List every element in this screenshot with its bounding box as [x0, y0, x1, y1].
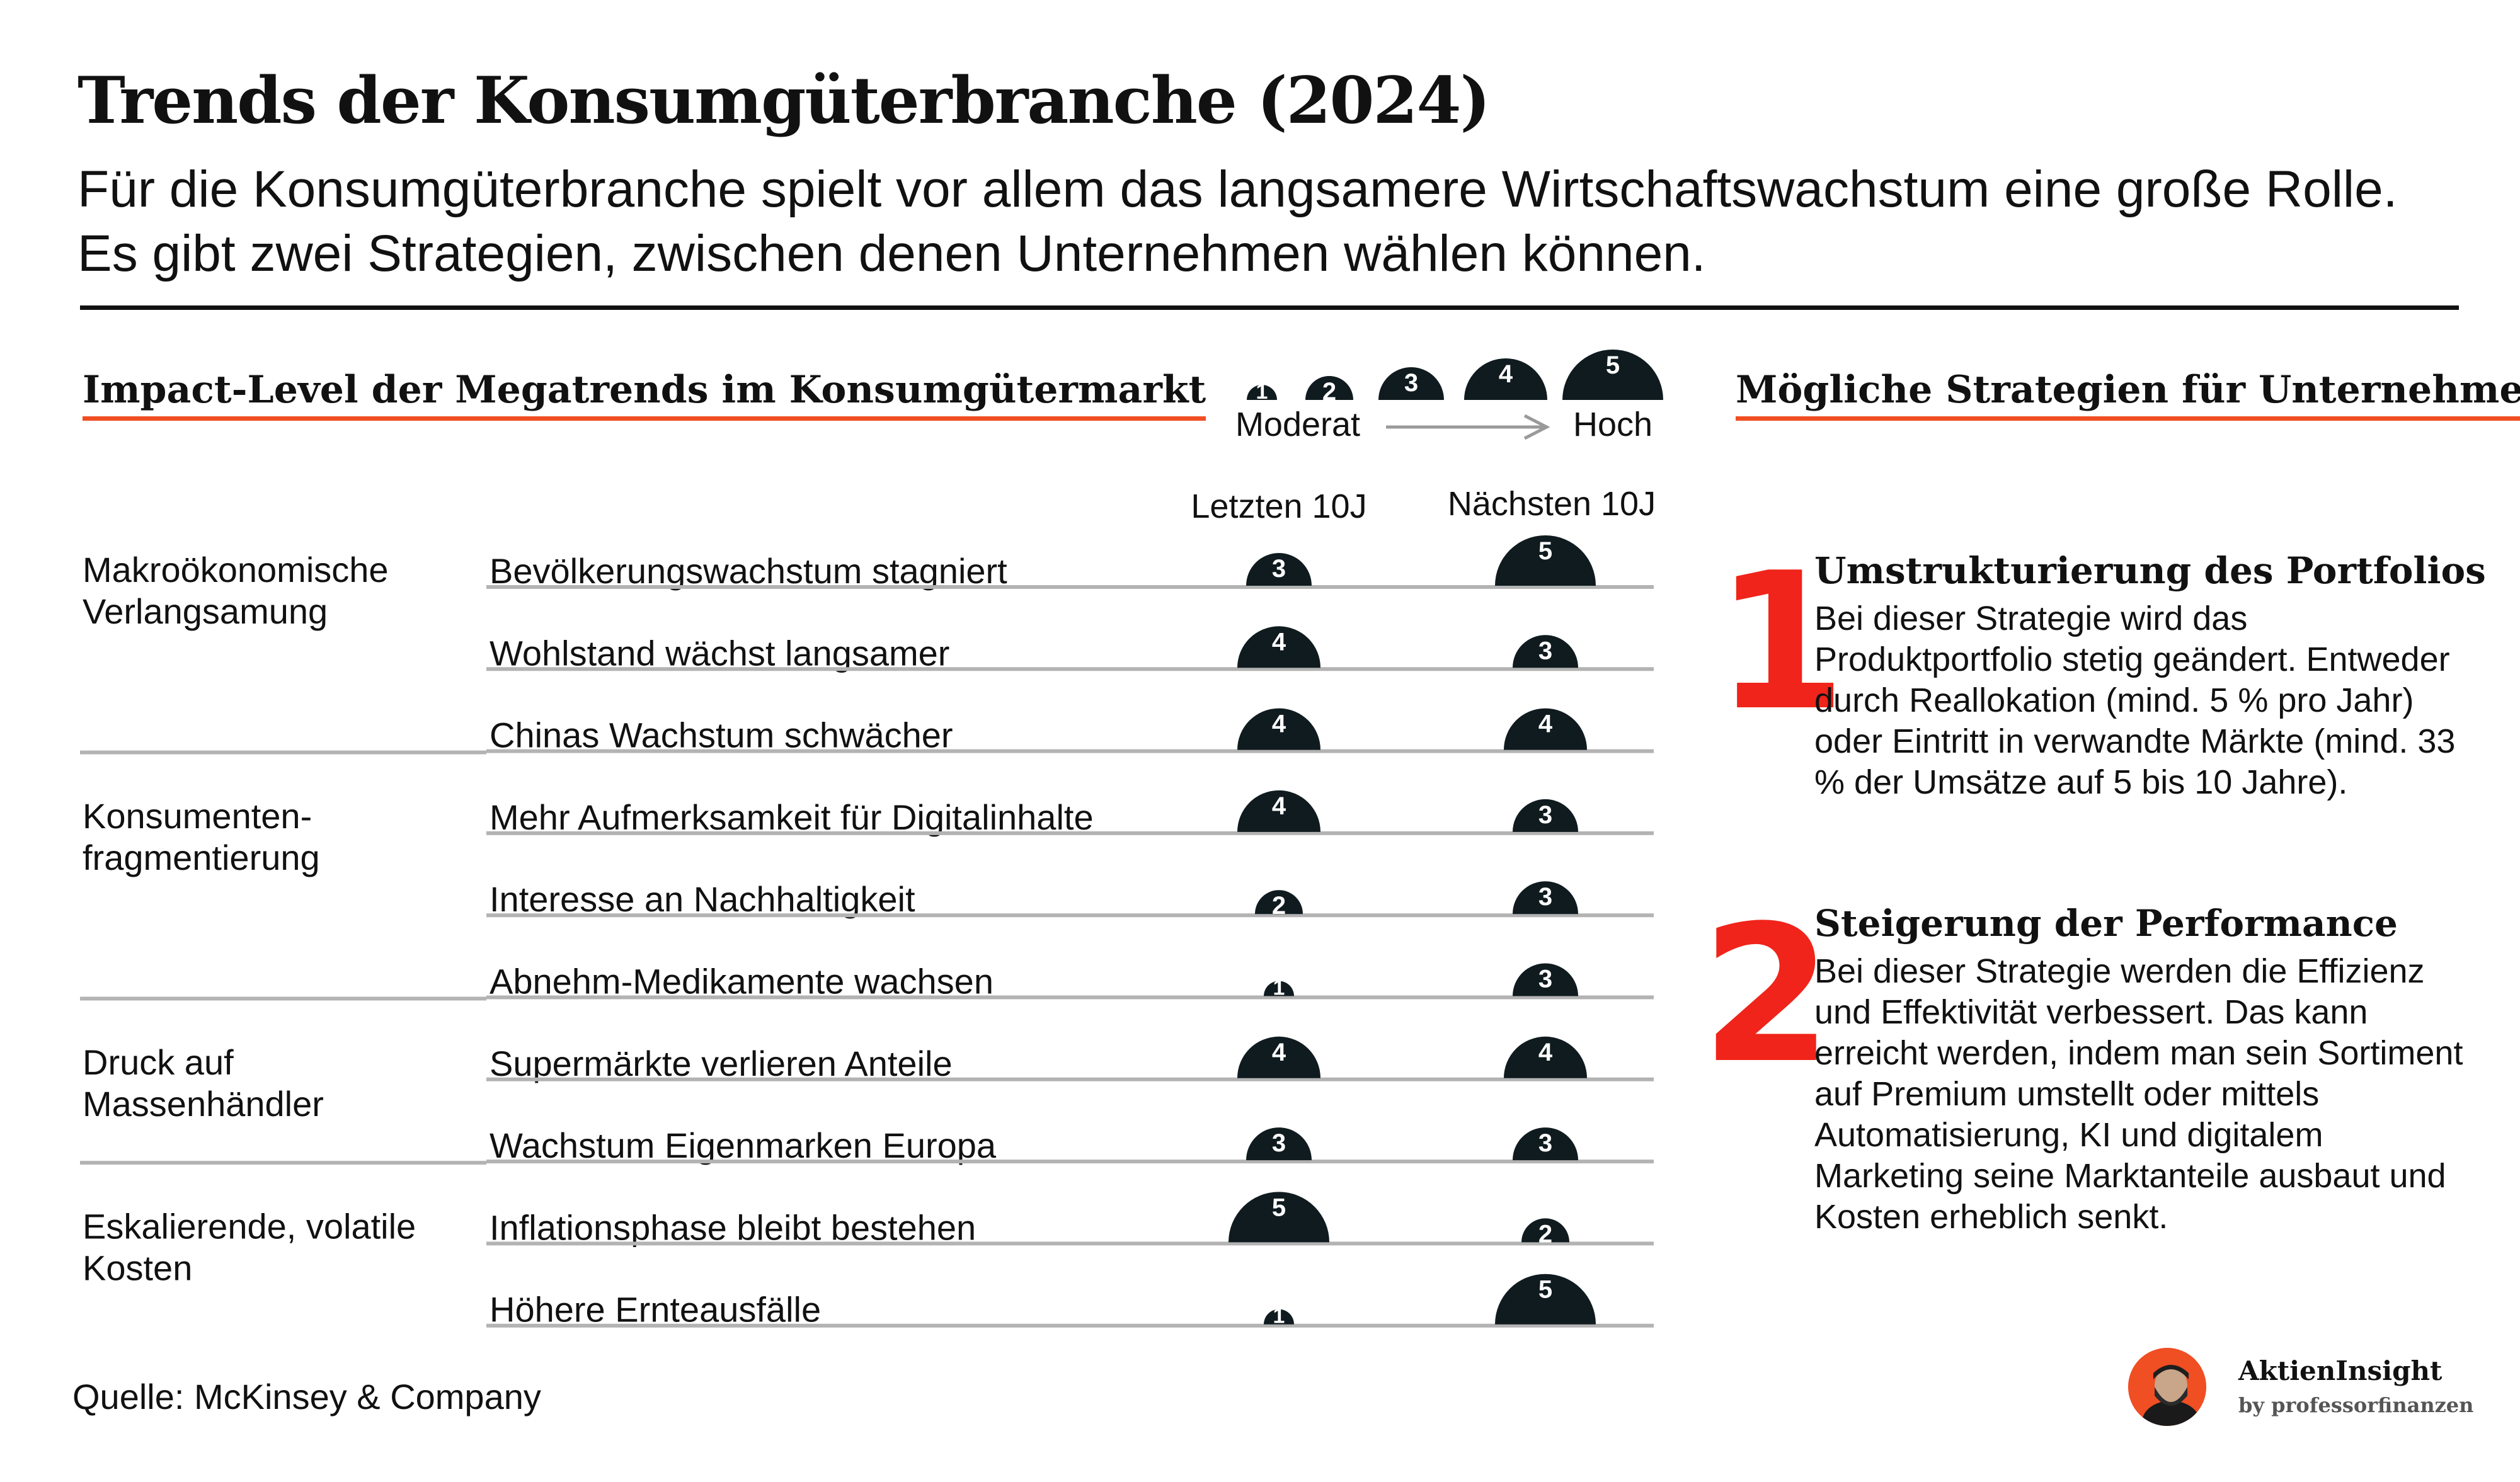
legend-level-1 [1247, 385, 1277, 400]
past-impact-3-1-label: 1 [1273, 1304, 1285, 1328]
row-label-3-1: Höhere Ernteausfälle [490, 1290, 821, 1330]
legend-arrow-head [1523, 414, 1550, 440]
past-impact-2-1 [1246, 1127, 1312, 1161]
legend-level-2 [1305, 376, 1353, 400]
group-name-1-line-0: Konsumenten- [83, 796, 312, 836]
future-impact-3-0-label: 2 [1538, 1220, 1552, 1248]
strategy-2-body: Bei dieser Strategie werden die Effizien… [1814, 952, 2463, 1236]
future-impact-1-0-label: 3 [1538, 801, 1552, 829]
past-impact-0-2 [1237, 708, 1320, 750]
column-header-past: Letzten 10J [1191, 487, 1366, 525]
group-name-3-line-0: Eskalierende, volatile [83, 1206, 416, 1246]
row-label-2-1: Wachstum Eigenmarken Europa [490, 1126, 997, 1165]
row-label-1-1: Interesse an Nachhaltigkeit [490, 879, 915, 919]
past-impact-1-2-label: 1 [1273, 976, 1285, 1000]
future-impact-3-1 [1495, 1274, 1596, 1325]
group-name-2-line-1: Massenhändler [83, 1084, 324, 1124]
strategy-1-body: Bei dieser Strategie wird das Produktpor… [1814, 600, 2456, 801]
legend-level-2-label: 2 [1322, 378, 1336, 406]
group-name-1-line-1: fragmentierung [83, 838, 320, 877]
page-subtitle: Für die Konsumgüterbranche spielt vor al… [77, 161, 2398, 282]
legend-level-4-label: 4 [1499, 360, 1513, 388]
future-impact-3-1-label: 5 [1538, 1276, 1552, 1304]
future-impact-0-0 [1495, 535, 1596, 586]
future-impact-0-1-label: 3 [1538, 637, 1552, 664]
past-impact-2-1-label: 3 [1272, 1129, 1286, 1157]
past-impact-0-1-label: 4 [1272, 628, 1286, 656]
person-avatar-icon [2128, 1348, 2206, 1426]
source-note: Quelle: McKinsey & Company [72, 1377, 541, 1416]
impact-chart: 1 2 3 4 5 Moderat Hoch Letzten 10J Nächsten 10J M… [80, 350, 1663, 1330]
past-impact-3-0-label: 5 [1272, 1194, 1286, 1221]
past-impact-2-0-label: 4 [1272, 1039, 1286, 1066]
row-label-2-0: Supermärkte verlieren Anteile [490, 1044, 953, 1083]
group-name-0-line-0: Makroökonomische [83, 550, 389, 590]
brand-byline: by professorfinanzen [2238, 1393, 2474, 1417]
megatrends-heading: Impact-Level der Megatrends im Konsumgüt… [83, 367, 1206, 421]
row-label-0-2: Chinas Wachstum schwächer [490, 715, 953, 755]
group-name-3-line-1: Kosten [83, 1248, 192, 1287]
future-impact-1-2-label: 3 [1538, 966, 1552, 993]
future-impact-2-0 [1504, 1036, 1587, 1078]
header-divider [80, 305, 2459, 310]
group-name-2-line-0: Druck auf [83, 1042, 234, 1082]
past-impact-3-1 [1264, 1309, 1294, 1325]
row-label-3-0: Inflationsphase bleibt bestehen [490, 1207, 976, 1247]
strategy-2-number: 2 [1701, 885, 1833, 1105]
future-impact-0-2 [1504, 708, 1587, 750]
future-impact-3-0 [1521, 1218, 1569, 1243]
strategy-1-number: 1 [1715, 532, 1847, 752]
future-impact-2-0-label: 4 [1538, 1039, 1553, 1066]
legend-low-label: Moderat [1235, 406, 1360, 443]
past-impact-0-1 [1237, 626, 1320, 668]
strategies-heading: Mögliche Strategien für Unternehmen [1736, 367, 2520, 421]
future-impact-1-2 [1513, 963, 1578, 996]
legend-level-4 [1464, 358, 1547, 400]
past-impact-1-0-label: 4 [1272, 792, 1286, 820]
past-impact-2-0 [1237, 1036, 1320, 1078]
past-impact-1-2 [1264, 981, 1294, 996]
past-impact-3-0 [1228, 1192, 1329, 1243]
future-impact-0-0-label: 5 [1538, 537, 1552, 565]
strategy-2-title: Steigerung der Performance [1814, 902, 2398, 945]
past-impact-0-0 [1246, 553, 1312, 586]
future-impact-0-2-label: 4 [1538, 710, 1553, 738]
past-impact-1-0 [1237, 790, 1320, 832]
future-impact-1-1-label: 3 [1538, 883, 1552, 911]
legend-level-5-label: 5 [1606, 351, 1620, 379]
future-impact-1-0 [1513, 799, 1578, 832]
brand-name: AktienInsight [2238, 1355, 2443, 1386]
row-label-1-2: Abnehm-Medikamente wachsen [490, 962, 994, 1001]
row-label-0-0: Bevölkerungswachstum stagniert [490, 551, 1007, 591]
legend-level-5 [1562, 350, 1663, 400]
future-impact-1-1 [1513, 881, 1578, 915]
future-impact-0-1 [1513, 635, 1578, 668]
past-impact-1-1-label: 2 [1272, 892, 1286, 920]
legend-level-1-label: 1 [1256, 380, 1268, 404]
legend-level-3 [1378, 367, 1444, 400]
page-title: Trends der Konsumgüterbranche (2024) [77, 63, 1491, 139]
legend-high-label: Hoch [1573, 406, 1652, 443]
future-impact-2-1-label: 3 [1538, 1129, 1552, 1157]
past-impact-0-0-label: 3 [1272, 555, 1286, 583]
group-name-0-line-1: Verlangsamung [83, 591, 328, 631]
past-impact-0-2-label: 4 [1272, 710, 1286, 738]
legend-level-3-label: 3 [1404, 369, 1418, 397]
column-header-future: Nächsten 10J [1448, 485, 1656, 523]
strategy-1-title: Umstrukturierung des Portfolios [1814, 549, 2486, 592]
future-impact-2-1 [1513, 1127, 1578, 1161]
past-impact-1-1 [1255, 890, 1303, 915]
row-label-1-0: Mehr Aufmerksamkeit für Digitalinhalte [490, 797, 1094, 837]
brand-avatar [2128, 1348, 2206, 1426]
row-label-0-1: Wohlstand wächst langsamer [490, 633, 949, 673]
